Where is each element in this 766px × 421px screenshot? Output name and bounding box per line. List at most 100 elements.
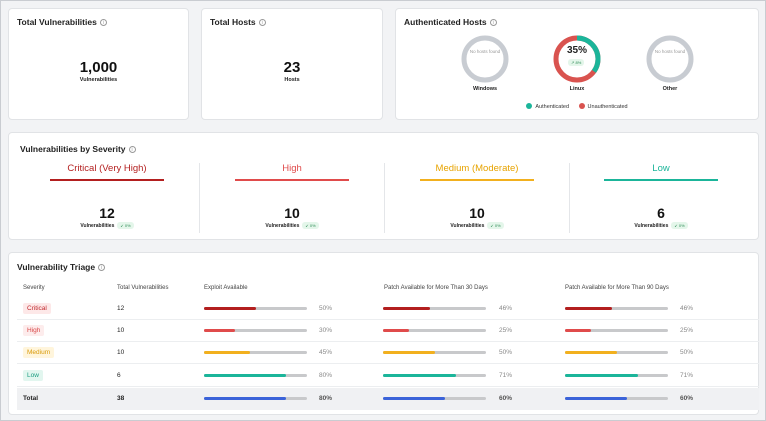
- progress-fill: [204, 329, 235, 332]
- severity-value: 10: [284, 205, 300, 221]
- total-hosts-value: 23: [283, 59, 301, 76]
- trend-badge: ↗ 8%: [568, 59, 585, 66]
- p30-percent: 50%: [499, 349, 513, 356]
- severity-label: Vulnerabilities: [634, 223, 669, 229]
- authenticated-arc: [553, 35, 601, 83]
- column-header-exploit[interactable]: Exploit Available: [204, 285, 248, 291]
- progress-fill: [565, 329, 591, 332]
- p90-percent: 60%: [680, 395, 694, 402]
- p90-progress-bar: [565, 329, 668, 332]
- legend-authenticated[interactable]: Authenticated: [526, 103, 569, 110]
- donut-linux[interactable]: 35% ↗ 8% Linux: [547, 35, 607, 92]
- column-header-patch-90[interactable]: Patch Available for More Than 90 Days: [565, 285, 669, 291]
- severity-name: Critical (Very High): [67, 163, 147, 174]
- table-row[interactable]: High 10 30% 25% 25%: [17, 320, 759, 342]
- trend-badge: ↙ 0%: [117, 222, 134, 229]
- severity-value: 10: [469, 205, 485, 221]
- p90-progress-bar: [565, 351, 668, 354]
- table-row[interactable]: Medium 10 45% 50% 50%: [17, 342, 759, 364]
- column-header-severity[interactable]: Severity: [23, 285, 45, 291]
- total-cell: 10: [117, 327, 125, 334]
- severity-tag[interactable]: Low: [23, 370, 43, 381]
- progress-fill: [565, 351, 617, 354]
- exploit-percent: 30%: [319, 327, 333, 334]
- total-cell: 12: [117, 305, 125, 312]
- total-vulnerabilities-label: Vulnerabilities: [79, 77, 118, 83]
- progress-fill: [383, 329, 409, 332]
- table-row[interactable]: Low 6 80% 71% 71%: [17, 365, 759, 387]
- exploit-percent: 80%: [319, 395, 333, 402]
- severity-name: Medium (Moderate): [435, 163, 519, 174]
- column-header-total[interactable]: Total Vulnerabilities: [117, 285, 169, 291]
- p30-progress-bar: [383, 307, 486, 310]
- exploit-percent: 80%: [319, 372, 333, 379]
- progress-fill: [383, 351, 435, 354]
- progress-fill: [204, 307, 256, 310]
- severity-low[interactable]: Low 6 Vulnerabilities ↙ 0%: [576, 163, 746, 233]
- severity-tag[interactable]: Medium: [23, 347, 55, 358]
- p90-percent: 71%: [680, 372, 694, 379]
- authenticated-hosts-card: Authenticated Hosts i No hosts found Wind…: [395, 8, 759, 120]
- total-vulnerabilities-value: 1,000: [79, 59, 118, 76]
- severity-name: Low: [652, 163, 670, 174]
- card-title: Total Hosts: [210, 17, 256, 27]
- exploit-progress-bar: [204, 307, 307, 310]
- p30-percent: 71%: [499, 372, 513, 379]
- donut-other[interactable]: No hosts found Other: [640, 35, 700, 92]
- severity-label: Vulnerabilities: [450, 223, 485, 229]
- table-row[interactable]: Critical 12 50% 46% 46%: [17, 298, 759, 320]
- p90-percent: 50%: [680, 349, 694, 356]
- p30-percent: 60%: [499, 395, 513, 402]
- p90-progress-bar: [565, 374, 668, 377]
- donut-windows[interactable]: No hosts found Windows: [455, 35, 515, 92]
- severity-cell: Total: [23, 395, 39, 402]
- exploit-progress-bar: [204, 351, 307, 354]
- info-icon[interactable]: i: [128, 145, 136, 153]
- info-icon[interactable]: i: [258, 18, 266, 26]
- total-cell: 38: [117, 395, 125, 402]
- total-hosts-card: Total Hosts i 23 Hosts: [201, 8, 383, 120]
- severity-label: Vulnerabilities: [80, 223, 115, 229]
- severity-critical[interactable]: Critical (Very High) 12 Vulnerabilities ↙…: [22, 163, 192, 233]
- card-title: Vulnerabilities by Severity: [20, 144, 126, 154]
- info-icon[interactable]: i: [99, 18, 107, 26]
- progress-fill: [383, 307, 431, 310]
- p30-percent: 25%: [499, 327, 513, 334]
- progress-fill: [565, 307, 613, 310]
- trend-badge: ↙ 0%: [302, 222, 319, 229]
- progress-fill: [204, 351, 251, 354]
- severity-high[interactable]: High 10 Vulnerabilities ↙ 0%: [207, 163, 377, 233]
- severity-tag[interactable]: High: [23, 325, 45, 336]
- severity-tag[interactable]: Critical: [23, 303, 51, 314]
- severity-card: Vulnerabilities by Severity i Critical (V…: [8, 132, 759, 240]
- donut-chart: [461, 35, 509, 83]
- divider: [199, 163, 200, 233]
- progress-fill: [204, 397, 287, 400]
- total-cell: 10: [117, 349, 125, 356]
- severity-value: 12: [99, 205, 115, 221]
- donut-chart: [553, 35, 601, 83]
- donut-label: Windows: [472, 86, 498, 92]
- total-vulnerabilities-card: Total Vulnerabilities i 1,000 Vulnerabili…: [8, 8, 189, 120]
- exploit-progress-bar: [204, 374, 307, 377]
- no-hosts-text: No hosts found: [654, 49, 686, 54]
- severity-underline: [235, 179, 349, 181]
- exploit-percent: 50%: [319, 305, 333, 312]
- linux-percent: 35%: [566, 45, 587, 56]
- legend-label: Authenticated: [535, 104, 570, 110]
- info-icon[interactable]: i: [98, 263, 106, 271]
- info-icon[interactable]: i: [489, 18, 497, 26]
- card-title: Total Vulnerabilities: [17, 17, 97, 27]
- table-total-row[interactable]: Total 38 80% 60% 60%: [17, 388, 759, 410]
- severity-medium[interactable]: Medium (Moderate) 10 Vulnerabilities ↙ 0%: [392, 163, 562, 233]
- p30-progress-bar: [383, 397, 486, 400]
- donut-label: Other: [662, 86, 678, 92]
- progress-fill: [204, 374, 287, 377]
- p90-percent: 46%: [680, 305, 694, 312]
- exploit-progress-bar: [204, 329, 307, 332]
- severity-underline: [50, 179, 164, 181]
- severity-name: High: [282, 163, 302, 174]
- column-header-patch-30[interactable]: Patch Available for More Than 30 Days: [384, 285, 488, 291]
- legend-unauthenticated[interactable]: Unauthenticated: [578, 103, 628, 110]
- trend-badge: ↙ 0%: [671, 222, 688, 229]
